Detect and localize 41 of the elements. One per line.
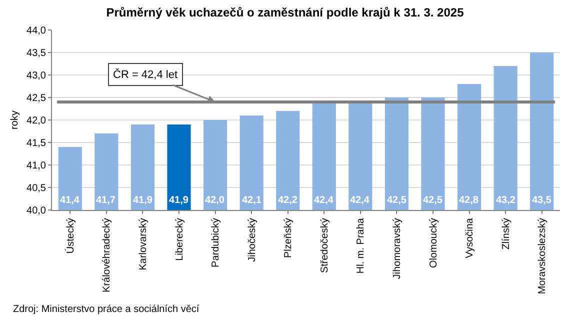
y-tick-label: 41,5	[26, 138, 46, 149]
data-label: 41,7	[96, 195, 116, 206]
data-label: 43,5	[532, 195, 552, 206]
y-tick-label: 40,5	[26, 183, 46, 194]
data-label: 42,8	[459, 195, 479, 206]
data-label: 42,4	[314, 195, 334, 206]
data-label: 42,5	[423, 195, 443, 206]
ref-line-label: ČR = 42,4 let	[113, 68, 178, 81]
y-tick-label: 42,0	[26, 116, 46, 126]
y-tick-label: 44,0	[26, 26, 46, 36]
data-label: 41,9	[133, 195, 153, 206]
data-label: 42,4	[350, 195, 370, 206]
y-tick-label: 43,0	[26, 70, 46, 82]
x-tick-label: Olomoucký	[428, 218, 440, 268]
data-label: 42,2	[278, 195, 298, 206]
x-tick-label: Hl. m. Praha	[356, 218, 367, 274]
x-tick-label: Liberecký	[174, 218, 186, 261]
x-tick-label: Středočeský	[319, 218, 330, 274]
text: Zdroj: Ministerstvo práce a sociálních věcí	[13, 304, 200, 315]
y-axis-title: roky	[10, 110, 21, 130]
data-label: 42,0	[205, 195, 225, 206]
x-tick-label: Královéhradecký	[102, 218, 113, 292]
y-tick-label: 43,5	[26, 48, 46, 59]
data-label: 41,4	[60, 195, 80, 206]
x-tick-label: Pardubický	[210, 218, 222, 268]
x-tick-label: Karlovarský	[138, 218, 149, 270]
data-label: 43,2	[496, 195, 516, 206]
data-label: 41,9	[169, 195, 189, 206]
x-tick-label: Moravskoslezský	[537, 218, 548, 294]
x-tick-label: Plzeňský	[283, 218, 294, 258]
x-tick-label: Zlínský	[500, 218, 512, 250]
x-tick-label: Jihočeský	[246, 218, 258, 262]
y-tick-label: 41,0	[26, 160, 46, 172]
x-tick-label: Jihomoravský	[392, 218, 403, 280]
data-label: 42,5	[387, 195, 407, 206]
x-tick-label: Ústecký	[64, 218, 76, 254]
y-tick-label: 40,0	[26, 206, 46, 216]
data-label: 42,1	[242, 195, 262, 206]
chart-title: Průměrný věk uchazečů o zaměstnání podle krajů k 31. 3. 2025	[106, 5, 464, 20]
x-tick-label: Vysočina	[464, 218, 476, 258]
y-tick-label: 42,5	[26, 93, 46, 104]
